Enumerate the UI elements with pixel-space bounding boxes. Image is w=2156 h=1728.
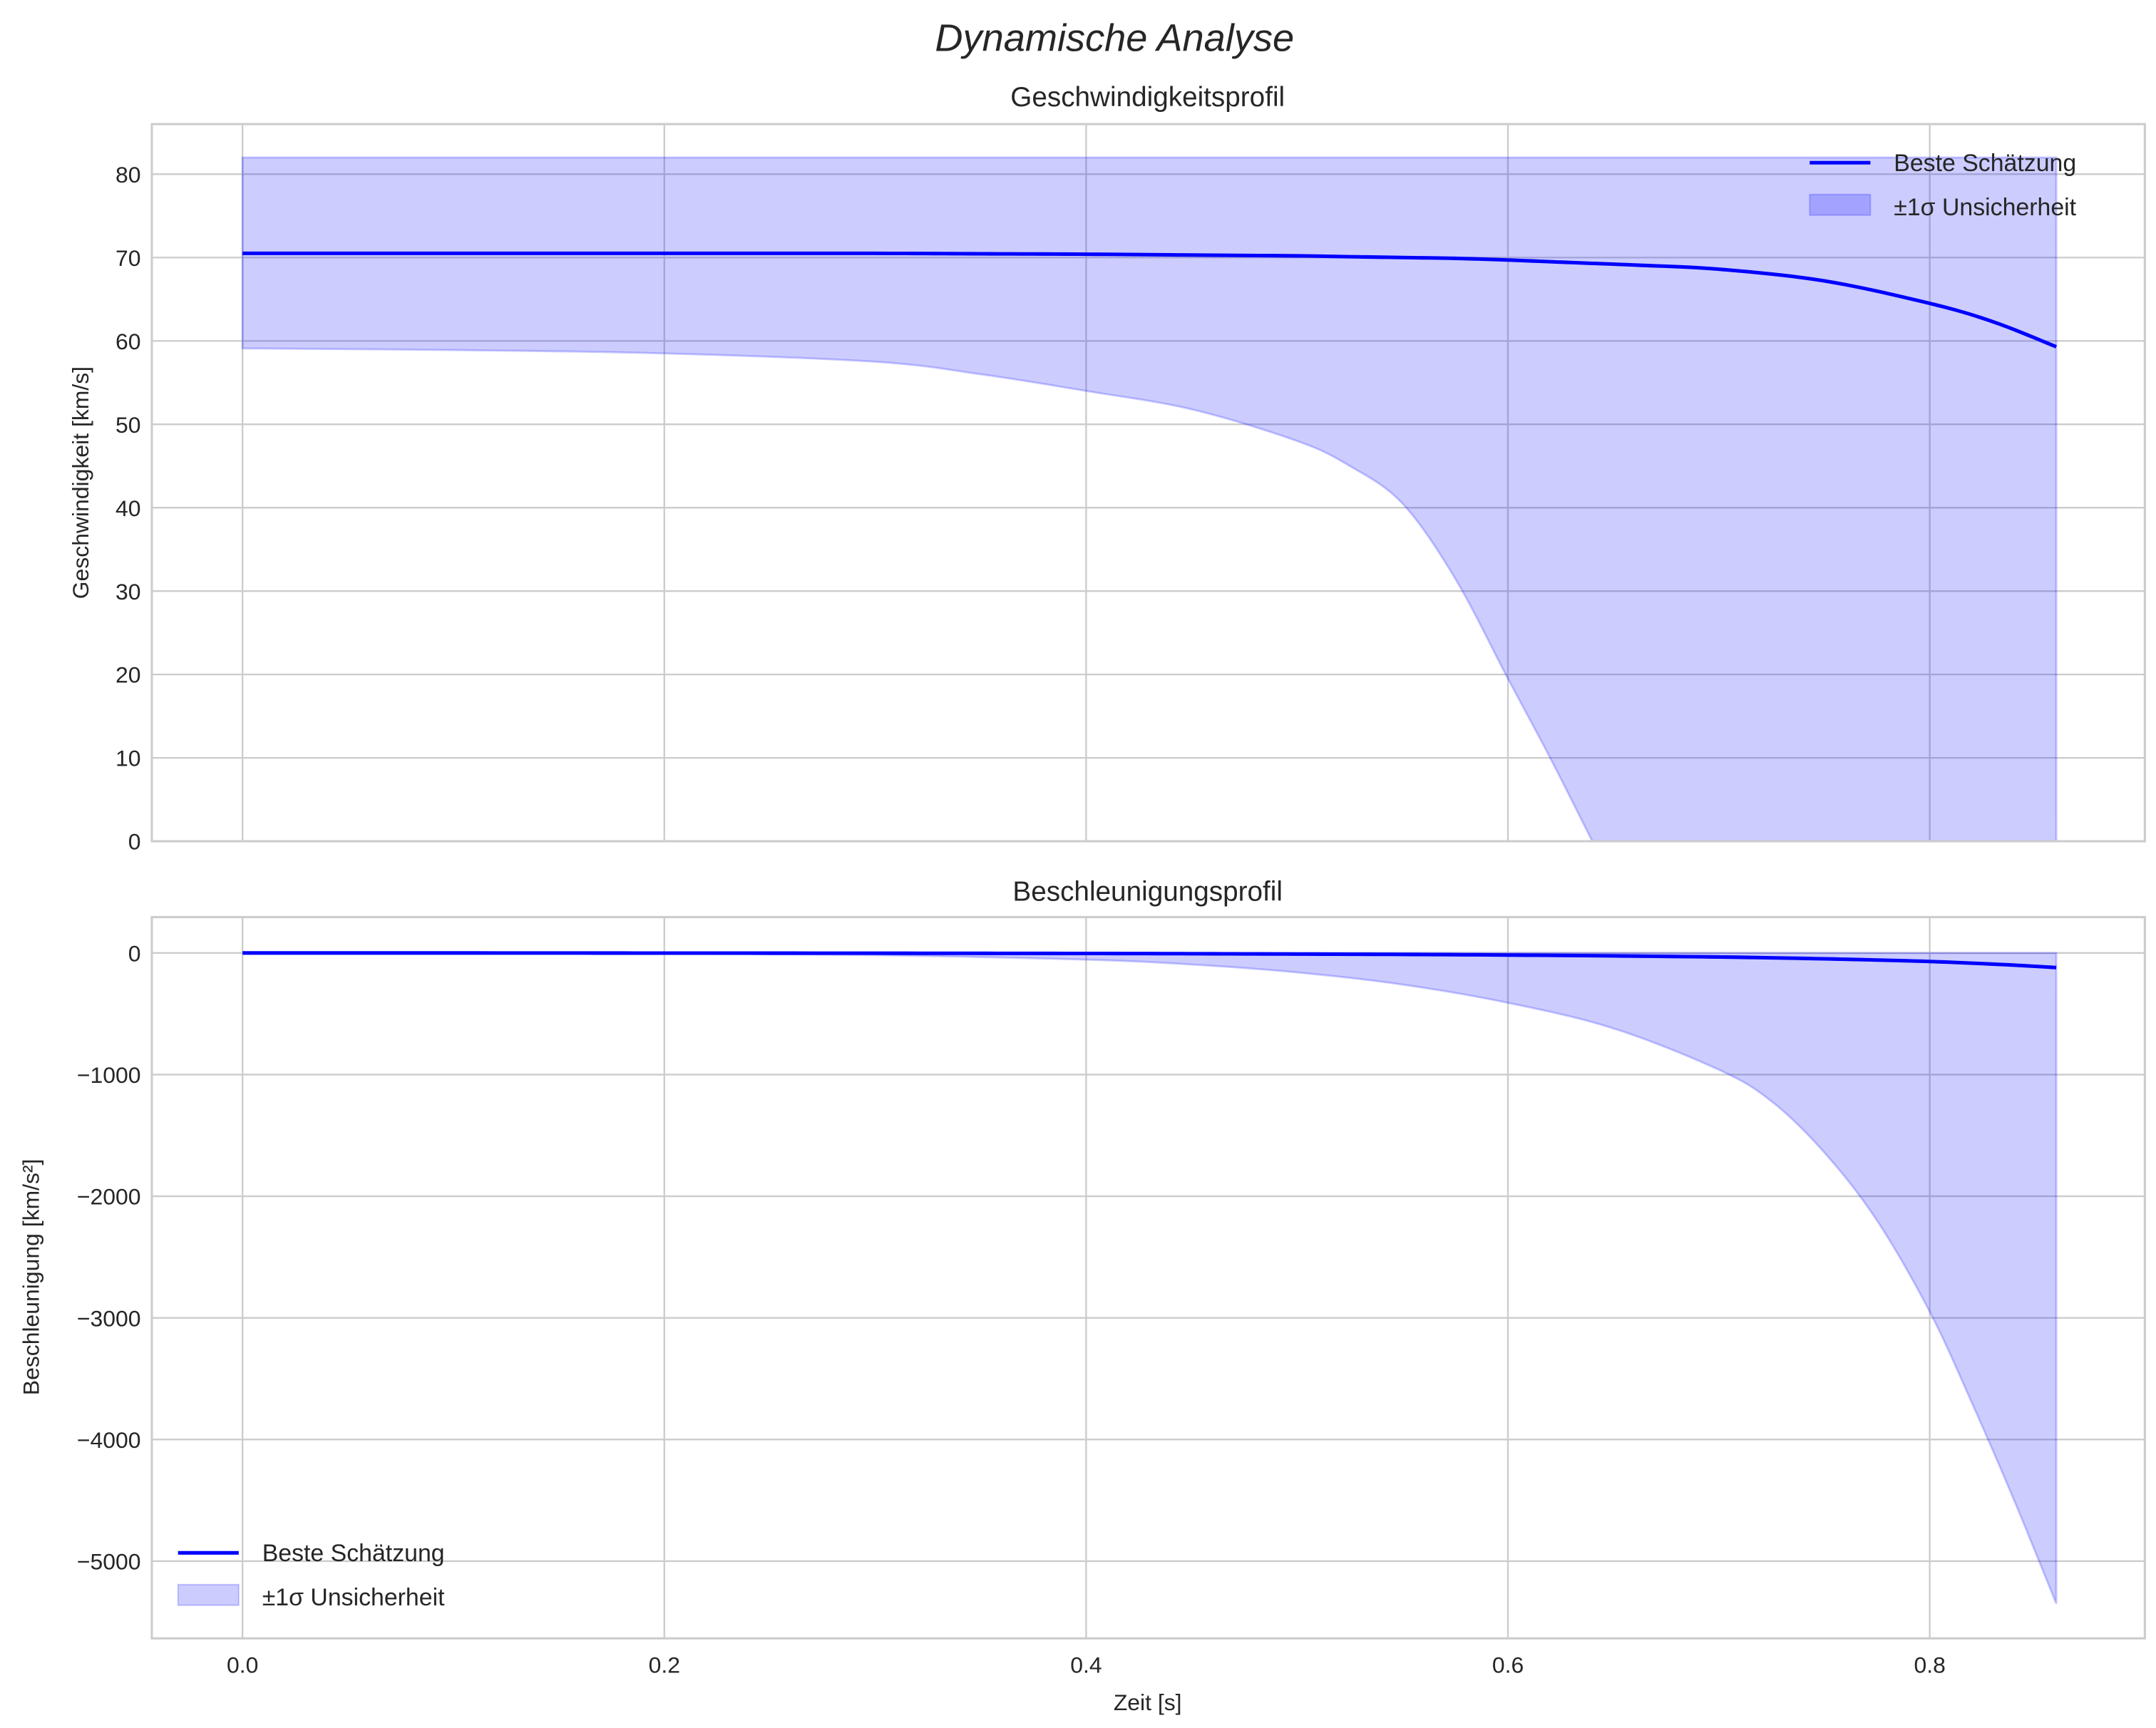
axes-frame bbox=[150, 123, 2146, 843]
y-tick-label: 0 bbox=[128, 829, 141, 855]
y-tick-label: 70 bbox=[115, 245, 141, 271]
uncertainty-band bbox=[241, 156, 2058, 842]
x-tick-label: 0.4 bbox=[1070, 1652, 1102, 1678]
velocity-axes: 0 10 20 30 40 50 60 70 80 Beste Schätzung ±1σ Unsi… bbox=[68, 82, 2146, 855]
velocity-title: Geschwindigkeitsprofil bbox=[1010, 82, 1285, 113]
y-tick-label: 60 bbox=[115, 329, 141, 354]
y-tick-label: −3000 bbox=[77, 1305, 141, 1331]
acceleration-title: Beschleunigungsprofil bbox=[1012, 876, 1283, 907]
y-tick-label: −5000 bbox=[77, 1549, 141, 1575]
best-estimate-line bbox=[242, 951, 2057, 970]
legend-band-swatch bbox=[1809, 193, 1872, 216]
y-tick-label: 0 bbox=[128, 940, 141, 966]
acceleration-xlabel: Zeit [s] bbox=[1114, 1690, 1182, 1715]
x-tick-label: 0.6 bbox=[1492, 1652, 1524, 1678]
axes-frame bbox=[150, 915, 2146, 1640]
best-estimate-line bbox=[242, 251, 2058, 349]
legend-label: ±1σ Unsicherheit bbox=[1894, 194, 2076, 221]
y-tick-label: 20 bbox=[115, 662, 141, 688]
x-tick-label: 0.2 bbox=[649, 1652, 680, 1678]
velocity-ylabel: Geschwindigkeit [km/s] bbox=[68, 366, 93, 599]
y-tick-label: 30 bbox=[115, 579, 141, 605]
legend: Beste Schätzung ±1σ Unsicherheit bbox=[177, 1540, 445, 1611]
legend: Beste Schätzung ±1σ Unsicherheit bbox=[1809, 150, 2077, 221]
y-tick-label: 40 bbox=[115, 495, 141, 521]
figure-title: Dynamische Analyse bbox=[935, 17, 1294, 60]
y-tick-label: −1000 bbox=[77, 1062, 141, 1088]
y-tick-label: 10 bbox=[115, 746, 141, 771]
x-tick-label: 0.0 bbox=[227, 1652, 258, 1678]
x-tick-label: 0.8 bbox=[1914, 1652, 1945, 1678]
legend-label: ±1σ Unsicherheit bbox=[262, 1584, 445, 1611]
legend-label: Beste Schätzung bbox=[262, 1540, 445, 1567]
y-tick-label: 50 bbox=[115, 412, 141, 438]
acceleration-axes: 0.0 0.2 0.4 0.6 0.8 0 −1000 −2000 −3000 −4000 −500… bbox=[18, 876, 2146, 1715]
y-tick-label: −2000 bbox=[77, 1184, 141, 1210]
uncertainty-band bbox=[242, 952, 2058, 1605]
y-tick-label: 80 bbox=[115, 162, 141, 187]
legend-label: Beste Schätzung bbox=[1894, 150, 2076, 177]
acceleration-ylabel: Beschleunigung [km/s²] bbox=[18, 1159, 43, 1396]
legend-band-swatch bbox=[177, 1583, 240, 1606]
y-tick-label: −4000 bbox=[77, 1427, 141, 1453]
